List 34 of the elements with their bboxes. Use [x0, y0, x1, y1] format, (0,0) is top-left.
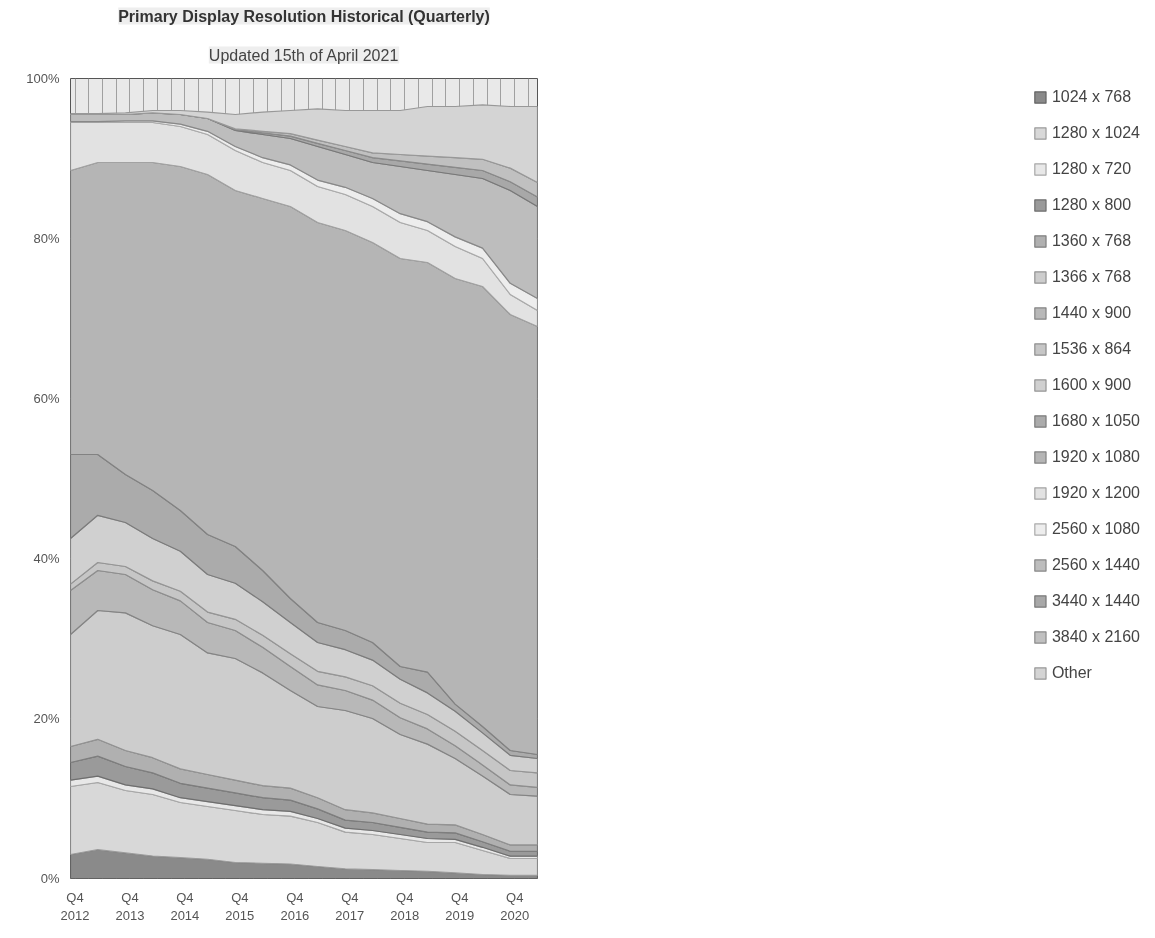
legend-label: 3840 x 2160 — [1051, 628, 1140, 646]
legend-label: 1440 x 900 — [1051, 304, 1132, 322]
chart-subtitle: Updated 15th of April 2021 — [208, 46, 399, 64]
y-tick-label: 80% — [33, 231, 60, 246]
x-tick-label: Q4 2020 — [500, 889, 530, 923]
legend-label: 1280 x 720 — [1051, 160, 1132, 178]
legend-label: 1280 x 800 — [1051, 196, 1132, 214]
y-tick-label: 20% — [33, 711, 60, 726]
x-tick-label: Q4 2016 — [280, 889, 310, 923]
x-tick-label: Q4 2012 — [60, 889, 90, 923]
x-tick-label: Q4 2013 — [115, 889, 145, 923]
legend-label: 1366 x 768 — [1051, 268, 1132, 286]
legend-label: 1280 x 1024 — [1051, 124, 1140, 142]
x-tick-label: Q4 2014 — [170, 889, 200, 923]
x-tick-label: Q4 2017 — [335, 889, 365, 923]
legend-label: 1920 x 1200 — [1051, 484, 1140, 502]
legend-label: 2560 x 1440 — [1051, 556, 1140, 574]
y-tick-label: 40% — [33, 551, 60, 566]
y-tick-label: 60% — [33, 391, 60, 406]
x-tick-label: Q4 2019 — [445, 889, 475, 923]
legend-label: 1680 x 1050 — [1051, 412, 1140, 430]
legend-label: 1360 x 768 — [1051, 232, 1132, 250]
legend-label: 2560 x 1080 — [1051, 520, 1140, 538]
x-tick-label: Q4 2018 — [390, 889, 420, 923]
legend-label: 1600 x 900 — [1051, 376, 1132, 394]
legend-label: 1536 x 864 — [1051, 340, 1132, 358]
legend-label: 3440 x 1440 — [1051, 592, 1140, 610]
legend-label: 1024 x 768 — [1051, 88, 1132, 106]
y-tick-label: 100% — [26, 71, 60, 86]
legend-label: 1920 x 1080 — [1051, 448, 1140, 466]
chart-title: Primary Display Resolution Historical (Quarterly) — [118, 7, 490, 25]
x-tick-label: Q4 2015 — [225, 889, 255, 923]
y-tick-label: 0% — [40, 871, 60, 886]
legend-label: Other — [1051, 664, 1092, 682]
